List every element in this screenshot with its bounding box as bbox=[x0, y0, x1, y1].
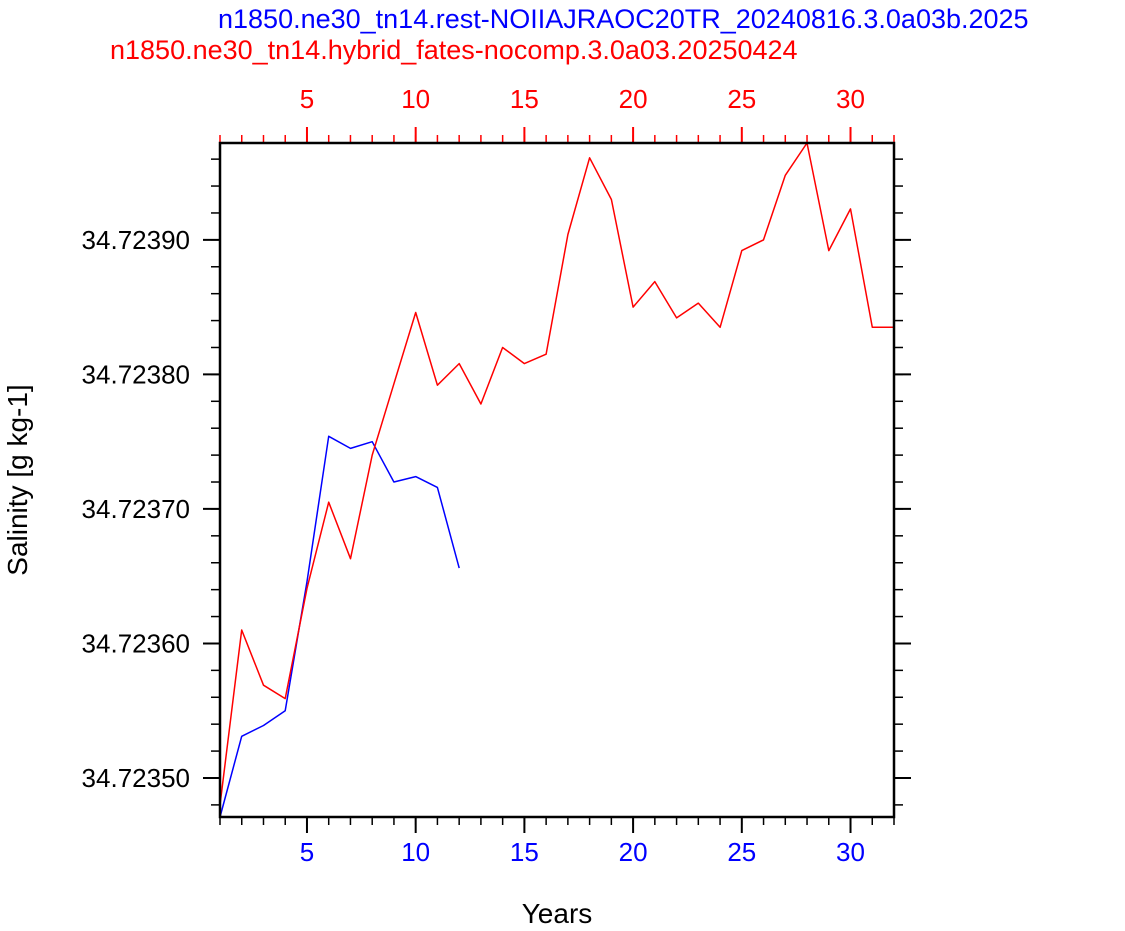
y-tick-label: 34.72380 bbox=[82, 359, 190, 389]
bottom-tick-label: 20 bbox=[619, 837, 648, 867]
chart-title-red: n1850.ne30_tn14.hybrid_fates-nocomp.3.0a… bbox=[110, 35, 798, 65]
y-tick-label: 34.72370 bbox=[82, 494, 190, 524]
y-axis-label: Salinity [g kg-1] bbox=[2, 384, 33, 575]
bottom-tick-label: 5 bbox=[300, 837, 314, 867]
top-tick-label: 10 bbox=[401, 84, 430, 114]
plot-frame bbox=[218, 141, 896, 819]
y-tick-label: 34.72360 bbox=[82, 628, 190, 658]
y-tick-label: 34.72390 bbox=[82, 225, 190, 255]
series-line-red bbox=[219, 142, 894, 805]
top-tick-label: 5 bbox=[300, 84, 314, 114]
bottom-tick-label: 10 bbox=[401, 837, 430, 867]
series-line-blue bbox=[219, 435, 460, 818]
left-y-axis: 34.72350 34.72360 34.72370 34.72380 34.72390 bbox=[82, 158, 220, 806]
chart-title-blue: n1850.ne30_tn14.rest-NOIIAJRAOC20TR_2024… bbox=[218, 4, 1029, 34]
top-x-axis: 5 10 15 20 25 30 bbox=[219, 84, 895, 143]
bottom-x-axis: 5 10 15 20 25 30 bbox=[219, 817, 895, 867]
bottom-tick-label: 30 bbox=[836, 837, 865, 867]
top-tick-label: 20 bbox=[619, 84, 648, 114]
right-y-axis bbox=[894, 158, 911, 806]
y-tick-label: 34.72350 bbox=[82, 763, 190, 793]
top-tick-label: 15 bbox=[510, 84, 539, 114]
bottom-tick-label: 25 bbox=[727, 837, 756, 867]
top-tick-label: 30 bbox=[836, 84, 865, 114]
bottom-tick-label: 15 bbox=[510, 837, 539, 867]
series-layer bbox=[219, 142, 894, 818]
top-tick-label: 25 bbox=[727, 84, 756, 114]
x-axis-label: Years bbox=[522, 898, 593, 929]
